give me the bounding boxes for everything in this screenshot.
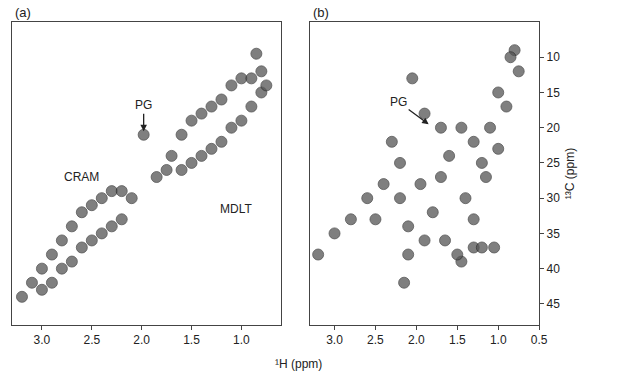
svg-text:3.0: 3.0 <box>34 333 51 347</box>
svg-text:(a): (a) <box>15 5 31 20</box>
svg-text:1.5: 1.5 <box>183 333 200 347</box>
svg-text:2.5: 2.5 <box>83 333 100 347</box>
svg-text:35: 35 <box>547 227 561 241</box>
svg-text:40: 40 <box>547 262 561 276</box>
svg-text:¹³C (ppm): ¹³C (ppm) <box>563 148 577 199</box>
svg-text:(b): (b) <box>313 5 329 20</box>
svg-text:20: 20 <box>547 121 561 135</box>
svg-text:45: 45 <box>547 297 561 311</box>
svg-text:30: 30 <box>547 191 561 205</box>
svg-text:2.5: 2.5 <box>367 333 384 347</box>
svg-text:2.0: 2.0 <box>133 333 150 347</box>
svg-text:1.5: 1.5 <box>449 333 466 347</box>
svg-text:3.0: 3.0 <box>326 333 343 347</box>
svg-text:PG: PG <box>390 95 407 109</box>
svg-text:MDLT: MDLT <box>220 202 252 216</box>
svg-text:0.5: 0.5 <box>531 333 548 347</box>
svg-text:15: 15 <box>547 86 561 100</box>
svg-text:2.0: 2.0 <box>408 333 425 347</box>
svg-text:1.0: 1.0 <box>233 333 250 347</box>
svg-text:CRAM: CRAM <box>64 170 99 184</box>
svg-text:1.0: 1.0 <box>490 333 507 347</box>
svg-text:¹H (ppm): ¹H (ppm) <box>275 357 322 371</box>
svg-text:25: 25 <box>547 156 561 170</box>
svg-text:10: 10 <box>547 50 561 64</box>
svg-text:PG: PG <box>135 98 152 112</box>
